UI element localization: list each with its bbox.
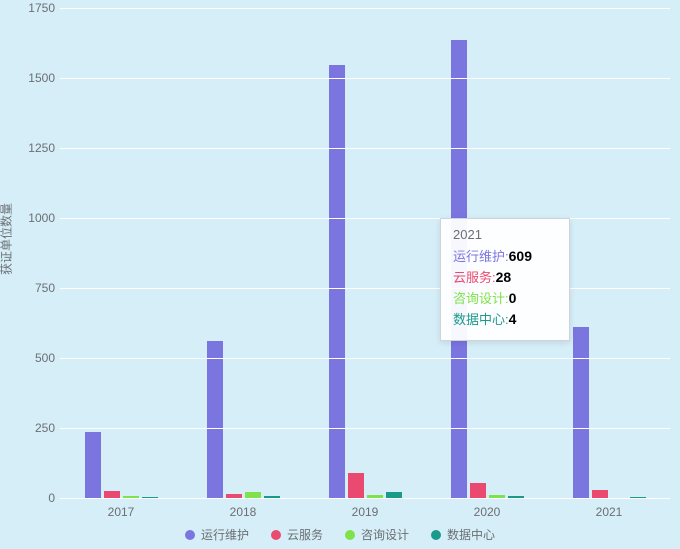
legend-label-s3: 咨询设计 <box>361 526 409 543</box>
bars-layer <box>60 8 670 498</box>
legend-swatch-s1 <box>185 530 195 540</box>
tooltip-row-2: 咨询设计:0 <box>453 288 557 309</box>
tooltip-label-0: 运行维护: <box>453 249 509 264</box>
legend: 运行维护 云服务 咨询设计 数据中心 <box>0 526 680 543</box>
legend-label-s1: 运行维护 <box>201 526 249 543</box>
x-tick-label: 2020 <box>474 505 501 519</box>
tooltip-row-0: 运行维护:609 <box>453 246 557 267</box>
legend-label-s4: 数据中心 <box>447 526 495 543</box>
bar[interactable] <box>470 483 486 498</box>
legend-swatch-s4 <box>431 530 441 540</box>
x-tick-label: 2021 <box>596 505 623 519</box>
legend-swatch-s3 <box>345 530 355 540</box>
tooltip-value-2: 0 <box>509 290 517 306</box>
bar[interactable] <box>104 491 120 498</box>
x-tick-label: 2019 <box>352 505 379 519</box>
grid-line <box>60 428 670 429</box>
legend-item-s3[interactable]: 咨询设计 <box>345 526 409 543</box>
bar[interactable] <box>592 490 608 498</box>
chart-container: 获证单位数量 运行维护 云服务 咨询设计 数据中心 2021 运行维护:609 … <box>0 0 680 549</box>
bar[interactable] <box>85 432 101 498</box>
y-tick-label: 1000 <box>5 211 55 225</box>
tooltip-row-3: 数据中心:4 <box>453 309 557 330</box>
bar[interactable] <box>207 341 223 498</box>
y-tick-label: 0 <box>5 491 55 505</box>
legend-item-s4[interactable]: 数据中心 <box>431 526 495 543</box>
y-tick-label: 1250 <box>5 141 55 155</box>
x-tick-label: 2017 <box>108 505 135 519</box>
tooltip-label-3: 数据中心: <box>453 312 509 327</box>
tooltip-row-1: 云服务:28 <box>453 267 557 288</box>
tooltip-value-0: 609 <box>509 248 532 264</box>
grid-line <box>60 288 670 289</box>
tooltip-title: 2021 <box>453 227 557 242</box>
legend-swatch-s2 <box>271 530 281 540</box>
legend-item-s2[interactable]: 云服务 <box>271 526 323 543</box>
x-tick-label: 2018 <box>230 505 257 519</box>
tooltip: 2021 运行维护:609 云服务:28 咨询设计:0 数据中心:4 <box>440 218 570 341</box>
bar[interactable] <box>348 473 364 498</box>
grid-line <box>60 148 670 149</box>
legend-label-s2: 云服务 <box>287 526 323 543</box>
grid-line <box>60 78 670 79</box>
tooltip-value-3: 4 <box>509 311 517 327</box>
y-tick-label: 1500 <box>5 71 55 85</box>
grid-line <box>60 218 670 219</box>
tooltip-label-1: 云服务: <box>453 270 496 285</box>
y-tick-label: 1750 <box>5 1 55 15</box>
tooltip-value-1: 28 <box>496 269 512 285</box>
grid-line <box>60 358 670 359</box>
y-tick-label: 250 <box>5 421 55 435</box>
y-tick-label: 500 <box>5 351 55 365</box>
legend-item-s1[interactable]: 运行维护 <box>185 526 249 543</box>
tooltip-label-2: 咨询设计: <box>453 291 509 306</box>
y-tick-label: 750 <box>5 281 55 295</box>
bar[interactable] <box>329 65 345 498</box>
plot-area <box>60 8 670 498</box>
grid-line <box>60 498 670 499</box>
grid-line <box>60 8 670 9</box>
bar[interactable] <box>573 327 589 498</box>
